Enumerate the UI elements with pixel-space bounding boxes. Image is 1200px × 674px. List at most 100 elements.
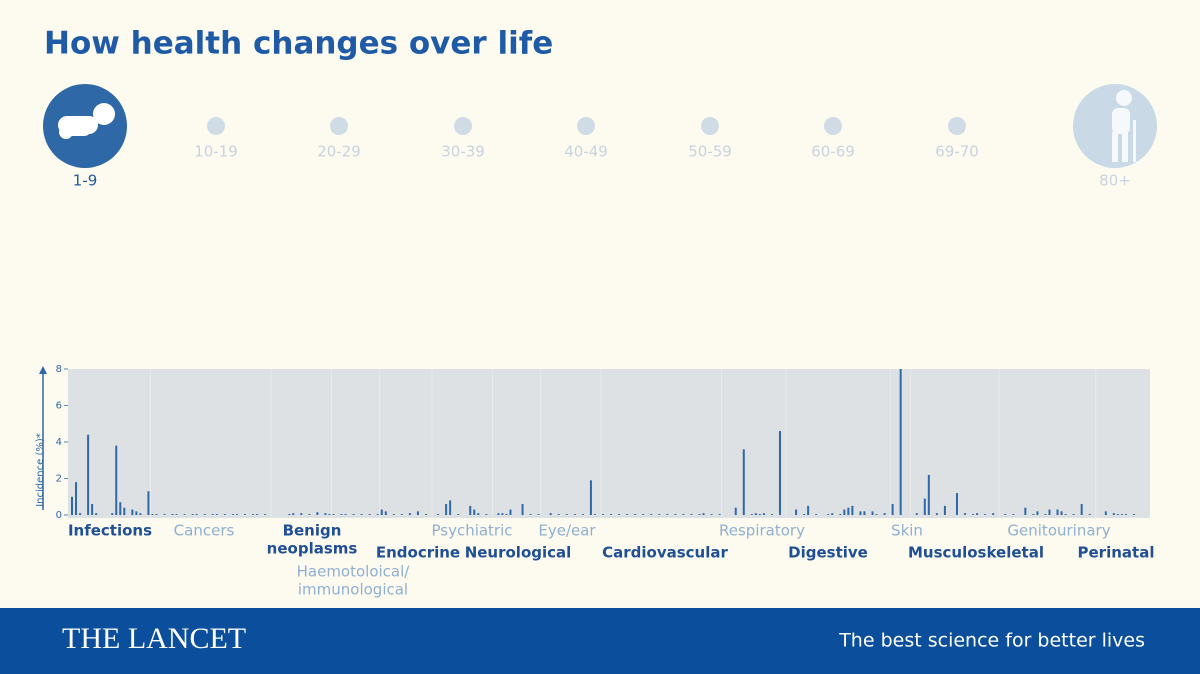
group-label: Endocrine [376, 544, 460, 562]
bar [1124, 514, 1127, 515]
bar [1032, 514, 1035, 515]
bar [927, 474, 930, 515]
bar [328, 514, 331, 515]
group-label: neoplasms [267, 540, 358, 558]
age-dot[interactable] [824, 117, 842, 135]
bar [972, 514, 975, 515]
bar [155, 514, 158, 515]
age-dot[interactable] [330, 117, 348, 135]
age-label: 10-19 [194, 143, 238, 161]
bar [509, 509, 512, 515]
bar [839, 514, 842, 515]
bar [943, 505, 946, 515]
group-label: Genitourinary [1007, 522, 1110, 540]
bar [557, 514, 560, 515]
bar [529, 514, 532, 515]
bar [115, 445, 118, 515]
bar [215, 514, 218, 515]
bar [95, 513, 98, 515]
bar [360, 514, 363, 515]
bar [231, 514, 234, 515]
bar [111, 513, 114, 515]
bar [770, 514, 773, 515]
bar [618, 514, 621, 515]
bar [549, 513, 552, 515]
bar [505, 514, 508, 515]
bar [424, 514, 427, 515]
bar [537, 514, 540, 515]
bar [863, 511, 866, 515]
bar [565, 514, 568, 515]
age-dot[interactable] [701, 117, 719, 135]
bar [376, 514, 379, 515]
bar [340, 514, 343, 515]
bar [521, 504, 524, 515]
bar [734, 507, 737, 515]
group-label: Neurological [465, 544, 572, 562]
bar [497, 513, 500, 515]
bar [634, 514, 637, 515]
bar [316, 512, 319, 515]
plot-area [68, 369, 1150, 518]
bar [847, 507, 850, 515]
bar [79, 513, 82, 515]
bar [964, 513, 967, 515]
age-dot[interactable] [454, 117, 472, 135]
bar [1132, 514, 1135, 515]
bar [778, 431, 781, 515]
bar [831, 513, 834, 515]
bar [264, 514, 267, 515]
y-tick-label: 6 [56, 401, 62, 412]
age-dot[interactable] [577, 117, 595, 135]
bar [1120, 514, 1123, 515]
group-label: Infections [68, 522, 152, 540]
bar [1056, 509, 1059, 515]
bar [1104, 511, 1107, 515]
bar [123, 507, 126, 515]
bar [501, 513, 504, 515]
bar [119, 502, 122, 515]
bar [392, 514, 395, 515]
bar [1080, 504, 1083, 515]
bar [883, 513, 886, 515]
age-label: 60-69 [811, 143, 855, 161]
bar [1060, 511, 1063, 515]
bar [449, 500, 452, 515]
bar [147, 491, 150, 515]
age-dot[interactable] [207, 117, 225, 135]
bar [795, 509, 798, 515]
bar [288, 514, 291, 515]
y-tick-label: 8 [56, 364, 62, 375]
bar [332, 514, 335, 515]
bar [324, 513, 327, 515]
tagline: The best science for better lives [838, 630, 1145, 652]
bar [762, 513, 765, 515]
brand: THE LANCET [62, 622, 246, 655]
age-label: 50-59 [688, 143, 732, 161]
bar [352, 514, 355, 515]
bar [935, 513, 938, 515]
bar [87, 434, 90, 515]
bar [91, 504, 94, 515]
bar [742, 449, 745, 515]
bar [292, 513, 295, 515]
bar [191, 514, 194, 515]
elderly-icon [1112, 90, 1136, 162]
age-dot[interactable] [948, 117, 966, 135]
bar [1012, 514, 1015, 515]
bar [131, 509, 134, 515]
bar [1064, 514, 1067, 515]
bar [163, 514, 166, 515]
bar [610, 514, 613, 515]
group-label: Cardiovascular [602, 544, 728, 562]
group-label: Skin [891, 522, 923, 540]
bar [573, 514, 576, 515]
bar [445, 504, 448, 515]
bar [915, 513, 918, 515]
bar [718, 514, 721, 515]
age-label: 69-70 [935, 143, 979, 161]
bar [843, 509, 846, 515]
bar [416, 511, 419, 515]
